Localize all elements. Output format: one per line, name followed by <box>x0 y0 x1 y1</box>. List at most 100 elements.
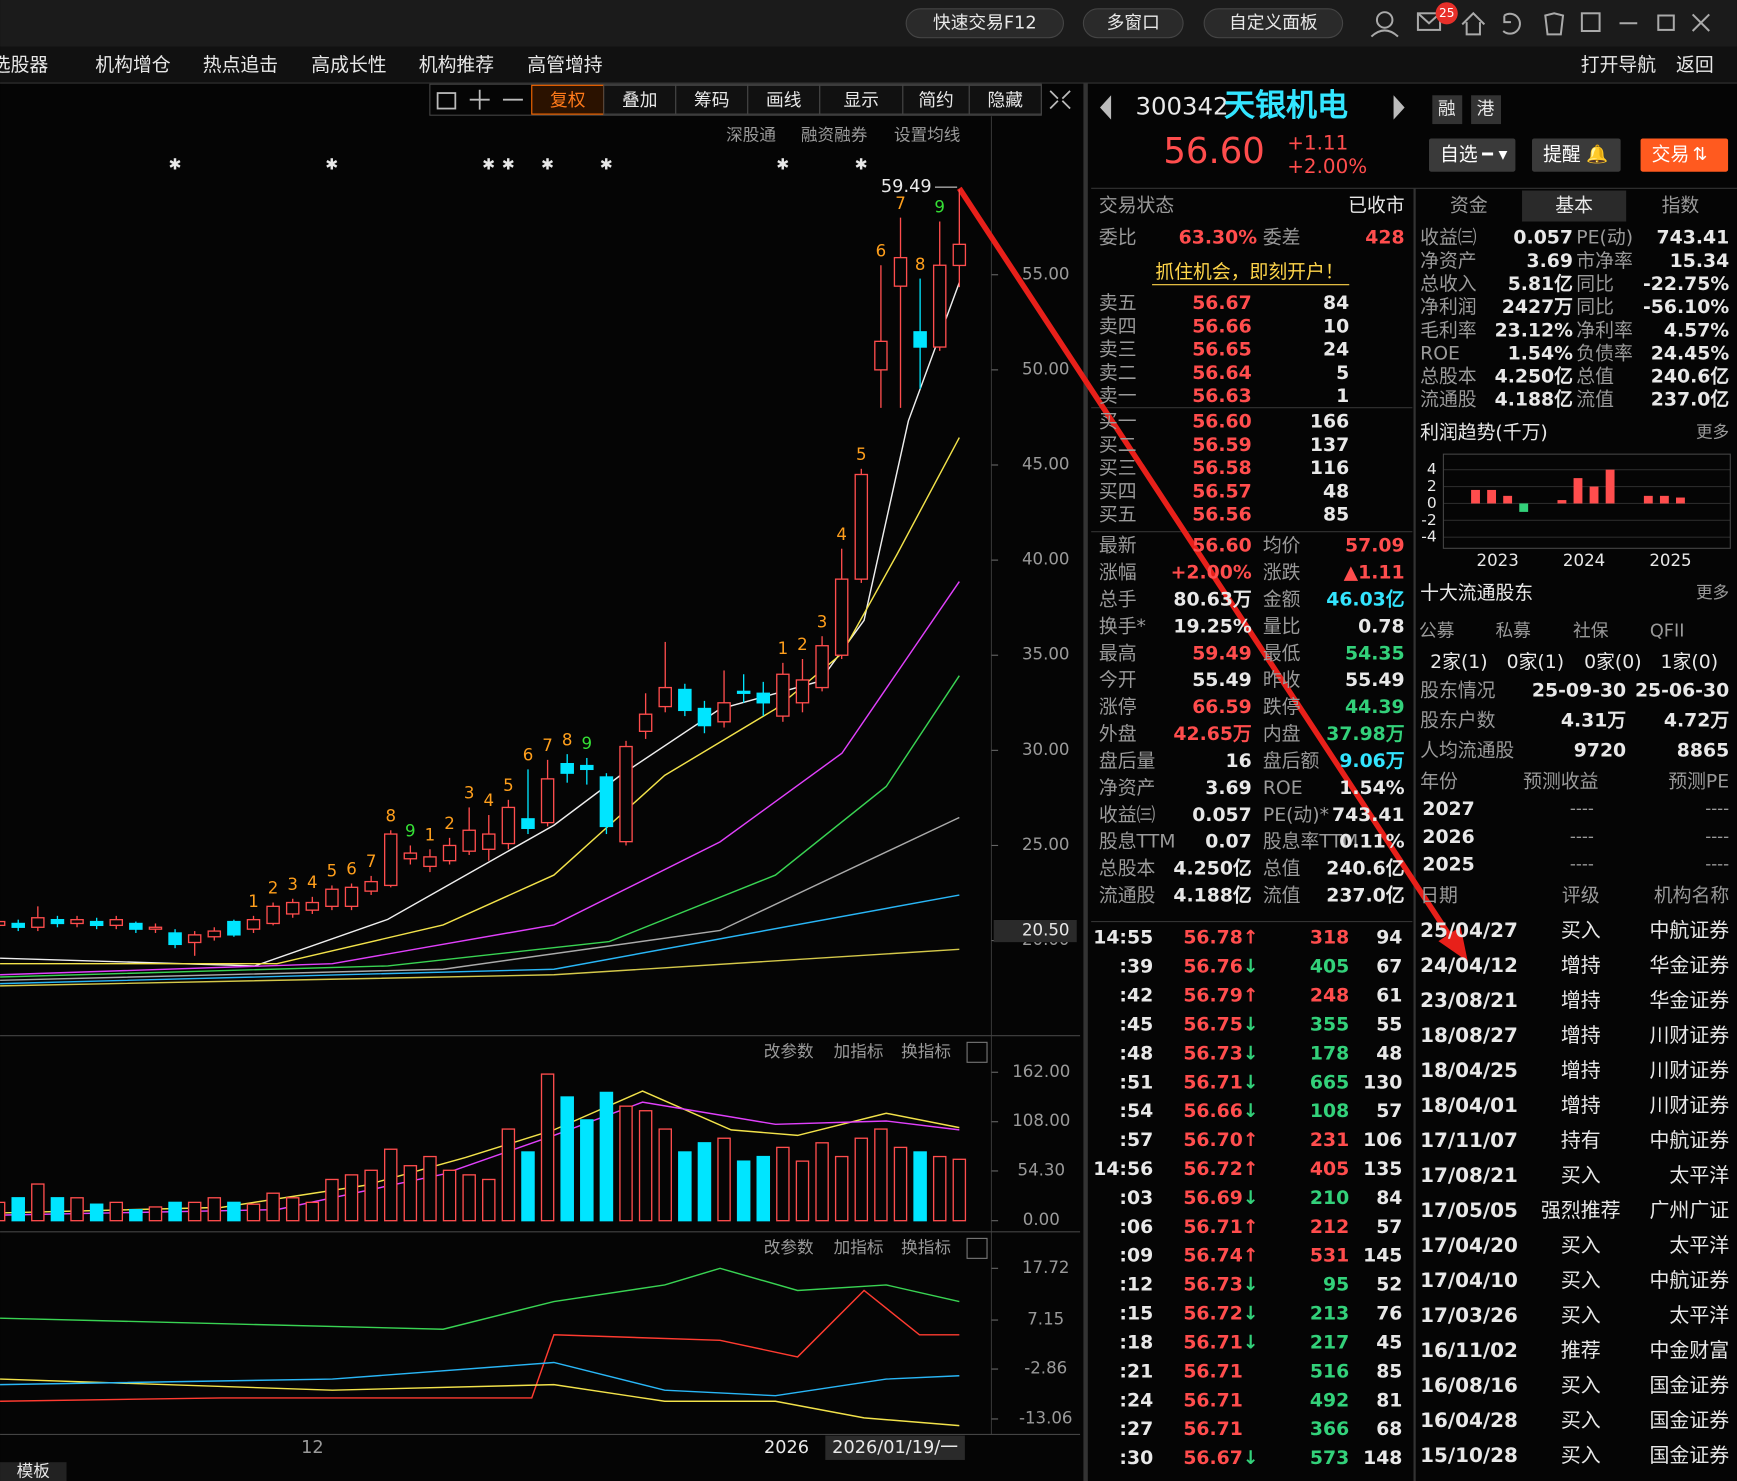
volume-bar <box>736 1160 751 1222</box>
panel-tool[interactable]: 加指标 <box>834 1042 884 1061</box>
quote-button[interactable] <box>1428 138 1516 172</box>
chart-link[interactable]: 设置均线 <box>894 126 960 145</box>
event-marker[interactable]: ✱ <box>776 156 789 174</box>
event-marker[interactable]: ✱ <box>325 156 338 174</box>
event-marker[interactable]: ✱ <box>855 156 868 174</box>
button-icon[interactable]: 🔔 <box>1586 144 1608 165</box>
x-tick-label: 2025 <box>1649 551 1691 570</box>
footer-tab[interactable]: 模板 <box>17 1462 51 1481</box>
candle-body <box>423 856 437 868</box>
nav-link[interactable]: 打开导航 <box>1581 54 1656 76</box>
y-tick-label: 0 <box>1427 494 1437 512</box>
quote-button-label[interactable]: 交易 <box>1652 144 1690 166</box>
toolbar-button-label[interactable]: 快速交易F12 <box>933 12 1037 33</box>
chart-tool-icons[interactable] <box>436 89 1071 110</box>
quote-button-label[interactable]: 自选 <box>1440 144 1478 166</box>
level-label: 卖二 <box>1099 362 1137 384</box>
y-tick-label: 50.00 <box>1022 359 1070 378</box>
level-label: 买二 <box>1099 435 1137 456</box>
panel-tool[interactable]: 改参数 <box>764 1042 814 1061</box>
toolbar-button[interactable] <box>1203 8 1344 39</box>
rating-org: 太平洋 <box>1669 1164 1729 1187</box>
chart-tool-button[interactable] <box>531 84 605 115</box>
chart-tool-button[interactable] <box>968 84 1042 115</box>
event-marker[interactable]: ✱ <box>541 156 554 174</box>
event-marker[interactable]: ✱ <box>502 156 515 174</box>
chart-tool-label[interactable]: 复权 <box>550 90 586 111</box>
chart-tool-button[interactable] <box>603 84 677 115</box>
event-marker[interactable]: ✱ <box>169 156 182 174</box>
chart-tool-label[interactable]: 画线 <box>766 90 802 111</box>
more-link[interactable]: 更多 <box>1696 423 1729 442</box>
nav-tab[interactable]: 高成长性 <box>311 54 386 76</box>
panel-tool[interactable]: 改参数 <box>764 1238 814 1257</box>
nav-tab[interactable]: 选股器 <box>0 54 48 76</box>
nav-tab[interactable]: 热点追击 <box>203 54 278 76</box>
close-box[interactable] <box>966 1237 988 1259</box>
nav-link[interactable]: 返回 <box>1676 54 1714 76</box>
toolbar-button[interactable] <box>905 8 1065 39</box>
footer-tab-bg[interactable] <box>0 1462 67 1481</box>
quote-arrows[interactable] <box>1100 95 1405 120</box>
level-price: 56.59 <box>1192 435 1252 456</box>
volume-bar <box>50 1197 65 1222</box>
chart-tool-label[interactable]: 筹码 <box>694 90 729 111</box>
td-count: 3 <box>464 784 475 803</box>
label: 今开 <box>1099 669 1137 691</box>
tick-price: 56.78 <box>1183 928 1243 949</box>
chart-tool-button[interactable] <box>819 84 904 115</box>
td-count: 6 <box>523 746 534 765</box>
more-link[interactable]: 更多 <box>1696 583 1729 602</box>
label: 净资产 <box>1420 250 1477 272</box>
toolbar-button-label[interactable]: 多窗口 <box>1107 12 1160 33</box>
quote-button[interactable] <box>1640 138 1729 172</box>
promo-link[interactable]: 抓住机会，即刻开户！ <box>1155 261 1343 283</box>
panel-tool[interactable]: 换指标 <box>901 1238 951 1257</box>
nav-tab[interactable]: 机构增仓 <box>95 54 170 76</box>
toolbar-button[interactable] <box>1082 8 1184 39</box>
profit-bar <box>1503 495 1513 504</box>
candle-body <box>932 264 947 348</box>
quote-button[interactable] <box>1532 138 1621 172</box>
volume-bar <box>89 1203 104 1222</box>
quote-button-label[interactable]: 提醒 <box>1543 144 1581 166</box>
level-label: 买四 <box>1099 481 1137 502</box>
chart-link[interactable]: 深股通 <box>726 126 776 145</box>
label: 25-06-30 <box>1635 681 1729 702</box>
chart-tool-label[interactable]: 简约 <box>918 90 953 111</box>
chart-tool-label[interactable]: 叠加 <box>622 90 657 111</box>
chart-link[interactable]: 融资融券 <box>801 126 868 145</box>
td-count: 1 <box>425 825 436 844</box>
nav-tab[interactable]: 高管增持 <box>527 54 602 76</box>
event-marker[interactable]: ✱ <box>600 156 613 174</box>
info-tab[interactable]: 指数 <box>1662 195 1700 217</box>
chart-tool-button[interactable] <box>675 84 749 115</box>
info-tab[interactable]: 基本 <box>1555 195 1593 217</box>
candle-body <box>285 901 300 915</box>
nav-tab[interactable]: 机构推荐 <box>419 54 494 76</box>
tick-count: 81 <box>1376 1390 1402 1411</box>
panel-tool[interactable]: 换指标 <box>901 1042 951 1061</box>
button-icon[interactable]: ⇅ <box>1693 145 1708 165</box>
rating: 买入 <box>1561 1234 1601 1257</box>
tick-direction: ↑ <box>1243 928 1259 949</box>
label: 收益㈢ <box>1420 227 1477 249</box>
y-tick-label: 162.00 <box>1012 1062 1070 1081</box>
td-count: 7 <box>542 736 553 755</box>
close-box[interactable] <box>966 1041 988 1063</box>
event-marker[interactable]: ✱ <box>482 156 495 174</box>
chart-tool-button[interactable] <box>902 84 970 115</box>
info-tab[interactable]: 资金 <box>1450 195 1488 217</box>
toolbar-button-label[interactable]: 自定义面板 <box>1229 12 1318 33</box>
candle-body <box>913 331 927 348</box>
chart-tool-button[interactable] <box>747 84 821 115</box>
chart-tool-label[interactable]: 显示 <box>844 91 879 111</box>
chart-tool-label[interactable]: 隐藏 <box>988 90 1024 111</box>
label: 4.31万 <box>1561 711 1626 732</box>
y-tick-label: 4 <box>1427 460 1437 478</box>
tick-price: 56.76 <box>1183 957 1243 978</box>
button-icon[interactable]: ━ ▾ <box>1481 145 1507 165</box>
candle-body <box>658 686 672 708</box>
rating-org: 太平洋 <box>1669 1234 1729 1257</box>
panel-tool[interactable]: 加指标 <box>834 1238 884 1257</box>
